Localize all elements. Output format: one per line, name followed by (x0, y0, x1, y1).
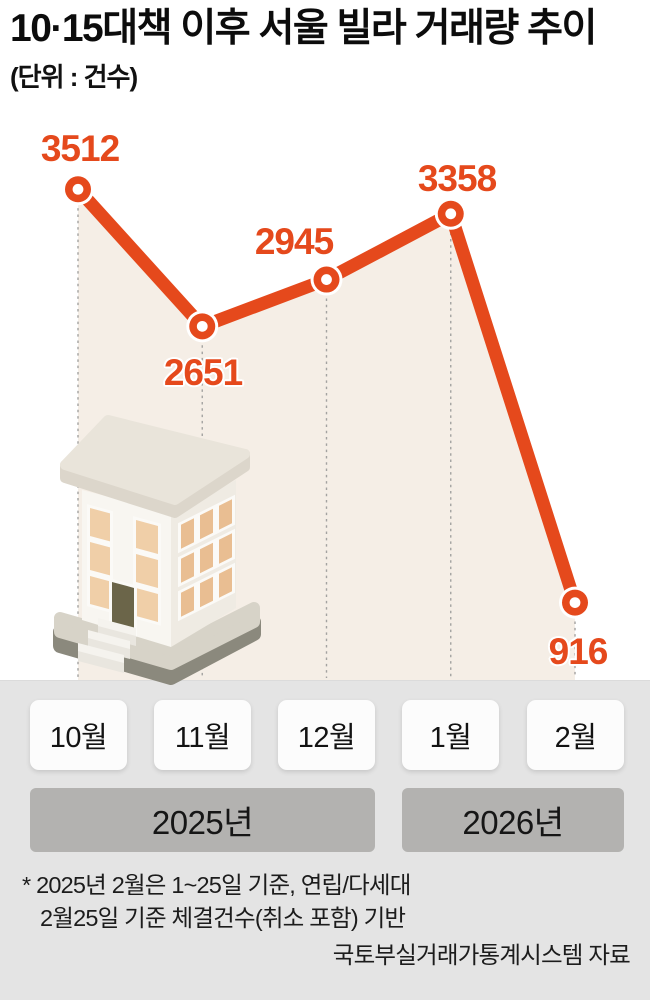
unit-note: (단위 : 건수) (10, 62, 138, 92)
value-label-oct: 3512 (40, 128, 120, 169)
footnote-line-2: 2월25일 기준 체결건수(취소 포함) 기반 (40, 905, 406, 931)
month-label-nov: 11월 (154, 700, 251, 770)
footnote-source: 국토부실거래가통계시스템 자료 (332, 942, 631, 968)
chart-gridline-layer (77, 189, 576, 678)
chart-marker-layer (62, 173, 591, 619)
month-label-dec: 12월 (278, 700, 375, 770)
page-title: 10·15대책 이후 서울 빌라 거래량 추이 (10, 7, 597, 50)
value-label-nov: 2651 (163, 352, 243, 393)
value-label-dec: 2945 (254, 221, 334, 262)
month-label-jan: 1월 (402, 700, 499, 770)
month-label-oct: 10월 (30, 700, 127, 770)
footnote-line-1: * 2025년 2월은 1~25일 기준, 연립/다세대 (22, 872, 411, 898)
value-label-jan: 3358 (417, 158, 497, 199)
value-label-feb: 916 (548, 631, 609, 672)
year-bar-2026: 2026년 (402, 788, 624, 852)
year-bar-2025: 2025년 (30, 788, 375, 852)
building-illustration (53, 415, 261, 685)
month-label-feb: 2월 (527, 700, 624, 770)
